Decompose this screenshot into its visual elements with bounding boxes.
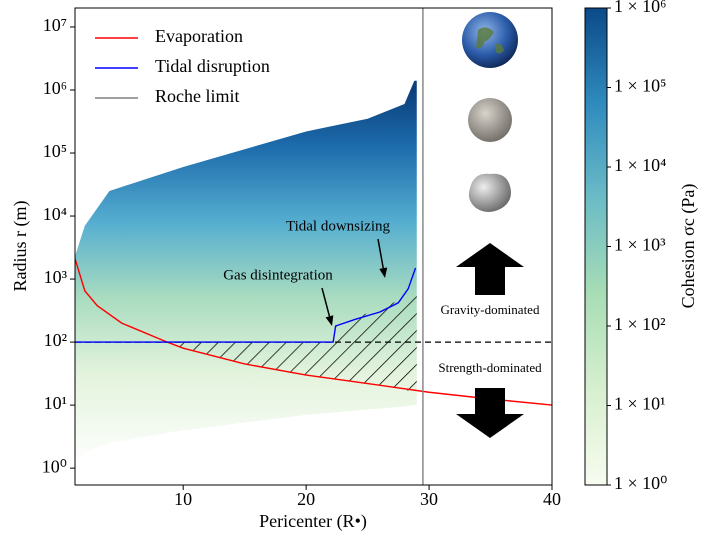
y-tick-label: 10² (44, 330, 67, 350)
annotation-arrow (321, 287, 331, 317)
asteroid-icon (468, 173, 511, 212)
annotation-arrow (377, 238, 384, 269)
annotation: Gravity-dominated (441, 302, 540, 317)
annotation: Strength-dominated (438, 360, 542, 375)
colorbar (584, 7, 608, 486)
colorbar-label: Cohesion σc (Pa) (678, 184, 699, 309)
x-tick-label: 30 (420, 489, 438, 509)
y-tick-label: 10⁷ (43, 15, 67, 35)
colorbar-tick-label: 1 × 10⁶ (614, 0, 666, 16)
legend-label: Evaporation (155, 26, 243, 46)
down-arrow (456, 388, 524, 438)
up-arrow (456, 243, 524, 295)
y-tick-label: 10⁵ (43, 141, 67, 161)
colorbar-tick-label: 1 × 10¹ (614, 394, 666, 414)
y-tick-label: 10⁶ (43, 78, 67, 98)
colorbar-tick-label: 1 × 10⁵ (614, 76, 666, 96)
y-tick-label: 10⁰ (42, 456, 67, 476)
plot-area (75, 8, 552, 485)
y-tick-label: 10⁴ (43, 204, 67, 224)
legend-label: Roche limit (155, 86, 240, 106)
y-tick-label: 10¹ (44, 393, 67, 413)
annotation-arrowhead (379, 267, 388, 278)
y-tick-label: 10³ (44, 267, 68, 287)
annotation: Tidal downsizing (286, 218, 391, 234)
icons (456, 12, 524, 438)
earth-icon (462, 12, 518, 68)
series-line (75, 267, 417, 343)
colorbar-tick-label: 1 × 10⁴ (614, 155, 666, 175)
plot-frame (74, 7, 553, 486)
y-axis-label: Radius r (m) (10, 201, 31, 292)
annotation-arrowhead (325, 315, 334, 326)
colorbar-tick-label: 1 × 10³ (614, 235, 666, 255)
legend-label: Tidal disruption (155, 56, 270, 76)
x-tick-label: 20 (297, 489, 315, 509)
series-line (75, 258, 552, 406)
annotation: Gas disintegration (223, 267, 333, 283)
x-tick-label: 40 (543, 489, 561, 509)
moon-icon (468, 98, 512, 142)
x-tick-label: 10 (174, 489, 192, 509)
colorbar-tick-label: 1 × 10⁰ (614, 473, 667, 493)
colorbar-tick-label: 1 × 10² (614, 314, 666, 334)
x-axis-label: Pericenter (R•) (259, 511, 367, 532)
earth-land (476, 27, 504, 54)
